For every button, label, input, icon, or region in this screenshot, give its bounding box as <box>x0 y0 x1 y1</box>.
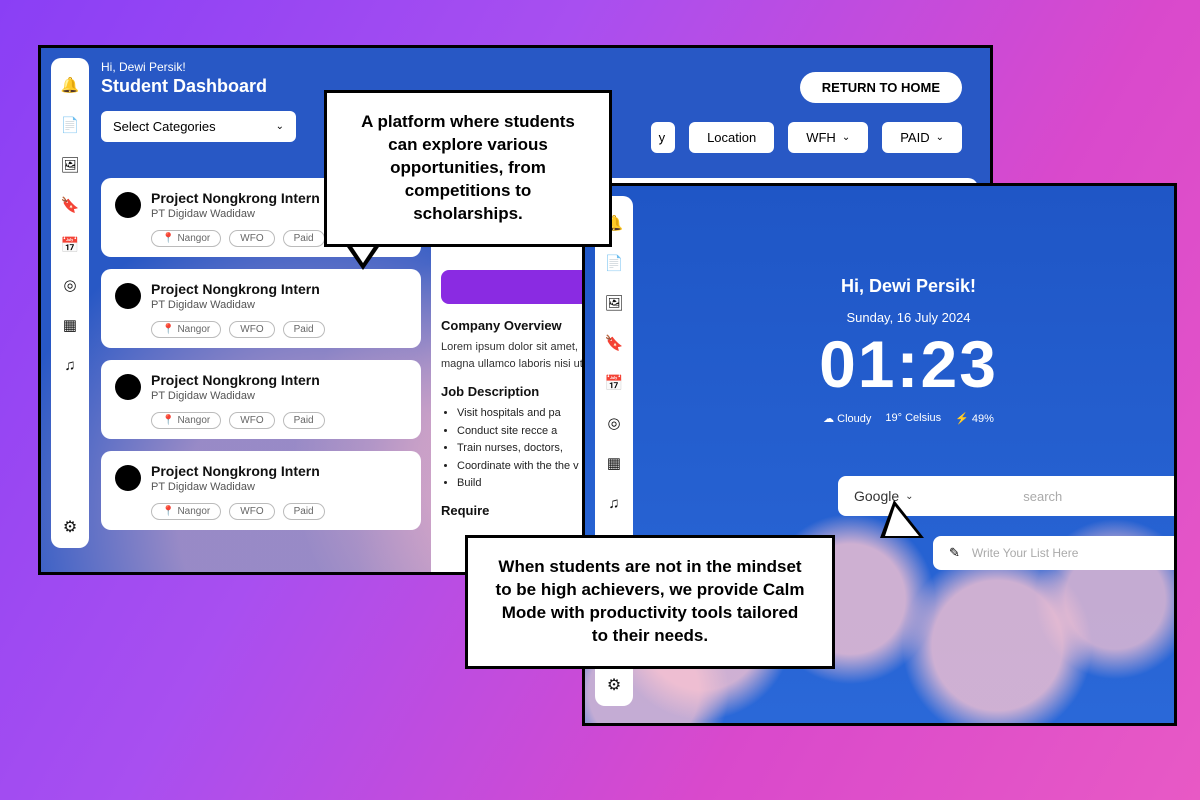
paid-filter-label: PAID <box>900 130 929 145</box>
gear-icon[interactable]: ⚙ <box>605 676 623 694</box>
filter-partial-label: y <box>659 130 666 145</box>
job-tag-pay: Paid <box>283 503 325 520</box>
weather-row: ☁ Cloudy 19° Celsius ⚡ 49% <box>643 412 1174 425</box>
calendar-icon[interactable]: 📅 <box>61 236 79 254</box>
job-tag-mode: WFO <box>229 412 274 429</box>
return-home-button[interactable]: RETURN TO HOME <box>800 72 962 103</box>
job-tag-mode: WFO <box>229 503 274 520</box>
target-icon[interactable]: ◎ <box>605 414 623 432</box>
job-card[interactable]: Project Nongkrong Intern PT Digidaw Wadid… <box>101 451 421 530</box>
date-text: Sunday, 16 July 2024 <box>643 310 1174 325</box>
location-filter[interactable]: Location <box>689 122 774 153</box>
search-input[interactable]: search <box>928 489 1158 504</box>
job-company: PT Digidaw Wadidaw <box>151 208 320 220</box>
grid-icon[interactable]: ▦ <box>61 316 79 334</box>
chevron-down-icon: ⌄ <box>936 132 944 143</box>
job-card[interactable]: Project Nongkrong Intern PT Digidaw Wadid… <box>101 360 421 439</box>
gear-icon[interactable]: ⚙ <box>61 518 79 536</box>
job-tag-location: 📍 Nangor <box>151 321 221 338</box>
callout-tail <box>345 244 381 270</box>
music-icon[interactable]: ♫ <box>605 494 623 512</box>
job-title: Project Nongkrong Intern <box>151 190 320 206</box>
filter-pills: y Location WFH ⌄ PAID ⌄ <box>651 122 962 153</box>
job-title: Project Nongkrong Intern <box>151 281 320 297</box>
job-tag-location: 📍 Nangor <box>151 230 221 247</box>
callout-calm-mode: When students are not in the mindset to … <box>465 535 835 669</box>
bookmark-icon[interactable]: 🔖 <box>605 334 623 352</box>
job-tag-location: 📍 Nangor <box>151 503 221 520</box>
battery-status: ⚡ 49% <box>955 412 994 425</box>
wfh-filter-label: WFH <box>806 130 836 145</box>
job-tag-mode: WFO <box>229 321 274 338</box>
chevron-down-icon: ⌄ <box>842 132 850 143</box>
filter-partial[interactable]: y <box>651 122 676 153</box>
job-title: Project Nongkrong Intern <box>151 463 320 479</box>
chevron-down-icon: ⌄ <box>276 121 284 132</box>
job-company: PT Digidaw Wadidaw <box>151 390 320 402</box>
grid-icon[interactable]: ▦ <box>605 454 623 472</box>
job-title: Project Nongkrong Intern <box>151 372 320 388</box>
location-filter-label: Location <box>707 130 756 145</box>
image-icon[interactable]: 🖼 <box>61 156 79 174</box>
pencil-icon: ✎ <box>949 545 960 561</box>
todo-input[interactable]: Write Your List Here <box>972 546 1079 560</box>
callout-dashboard: A platform where students can explore va… <box>324 90 612 247</box>
greeting-text: Hi, Dewi Persik! <box>643 276 1174 297</box>
job-tag-location: 📍 Nangor <box>151 412 221 429</box>
clock-time: 01:23 <box>643 326 1174 402</box>
job-company: PT Digidaw Wadidaw <box>151 481 320 493</box>
music-icon[interactable]: ♫ <box>61 356 79 374</box>
callout-tail <box>880 500 924 538</box>
bookmark-icon[interactable]: 🔖 <box>61 196 79 214</box>
paid-filter[interactable]: PAID ⌄ <box>882 122 962 153</box>
select-categories-label: Select Categories <box>113 119 216 134</box>
job-company: PT Digidaw Wadidaw <box>151 299 320 311</box>
job-card[interactable]: Project Nongkrong Intern PT Digidaw Wadid… <box>101 269 421 348</box>
company-avatar <box>115 374 141 400</box>
company-avatar <box>115 192 141 218</box>
company-avatar <box>115 283 141 309</box>
sidebar: 🔔 📄 🖼 🔖 📅 ◎ ▦ ♫ ⚙ <box>51 58 89 548</box>
bell-icon[interactable]: 🔔 <box>61 76 79 94</box>
weather-condition: ☁ Cloudy <box>823 412 871 425</box>
company-avatar <box>115 465 141 491</box>
select-categories-dropdown[interactable]: Select Categories ⌄ <box>101 111 296 142</box>
calendar-icon[interactable]: 📅 <box>605 374 623 392</box>
image-icon[interactable]: 🖼 <box>605 294 623 312</box>
target-icon[interactable]: ◎ <box>61 276 79 294</box>
weather-temp: 19° Celsius <box>885 412 941 425</box>
todo-input-bar[interactable]: ✎ Write Your List Here <box>933 536 1174 570</box>
job-tag-pay: Paid <box>283 412 325 429</box>
job-tag-pay: Paid <box>283 230 325 247</box>
job-tag-pay: Paid <box>283 321 325 338</box>
doc-icon[interactable]: 📄 <box>61 116 79 134</box>
job-tag-mode: WFO <box>229 230 274 247</box>
doc-icon[interactable]: 📄 <box>605 254 623 272</box>
wfh-filter[interactable]: WFH ⌄ <box>788 122 868 153</box>
